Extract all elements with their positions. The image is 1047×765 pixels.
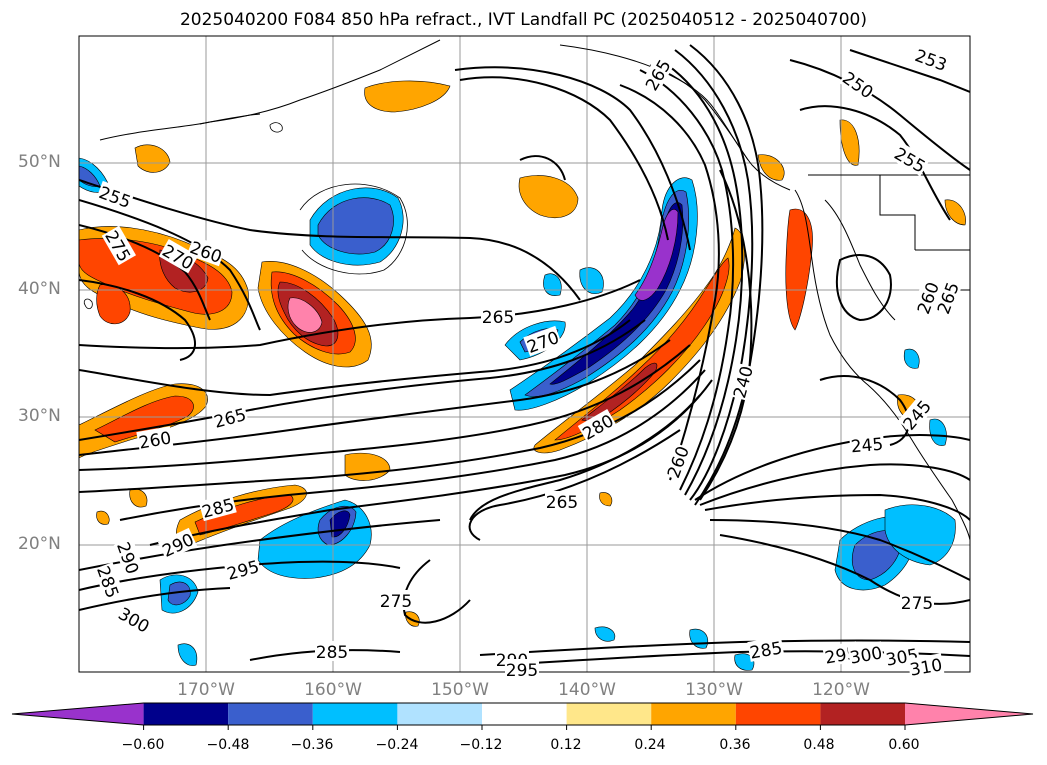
contour-label-bg <box>900 592 934 612</box>
contour-label-bg <box>223 554 262 584</box>
contour-label: 265 <box>546 493 578 513</box>
colorbar-tick-label: 0.24 <box>634 737 666 753</box>
lon-label: 150°W <box>431 680 489 700</box>
contour-label-bg <box>545 491 579 511</box>
lat-label: 20°N <box>18 534 61 554</box>
colorbar-swatch <box>482 703 567 725</box>
contour-label-bg <box>95 180 135 212</box>
colorbar-tick-label: 0.60 <box>888 737 920 753</box>
contour-label-bg <box>747 636 785 662</box>
contour-label-bg <box>911 43 951 75</box>
lon-label: 120°W <box>812 680 870 700</box>
contour-label-bg <box>907 653 945 679</box>
colorbar-tick-label: −0.24 <box>375 737 419 753</box>
colorbar-tick-label: −0.48 <box>206 737 250 753</box>
colorbar-extend-min <box>12 703 144 725</box>
colorbar <box>11 702 1034 730</box>
lon-label: 140°W <box>558 680 616 700</box>
contour-label-bg <box>847 641 885 667</box>
colorbar-tick-label: 0.48 <box>803 737 835 753</box>
contour-label-bg <box>481 306 515 326</box>
contour-label-bg <box>198 492 237 522</box>
colorbar-swatch <box>397 703 482 725</box>
colorbar-tick-label: 0.12 <box>550 737 582 753</box>
colorbar-swatch <box>312 703 398 725</box>
contour-label-bg <box>210 402 249 432</box>
contour-lines <box>79 44 970 666</box>
contour-label: 275 <box>901 594 933 614</box>
contour-label-bg <box>890 141 931 177</box>
contour-label-bg <box>101 225 137 266</box>
lat-label: 40°N <box>18 279 61 299</box>
contour-label-bg <box>136 426 174 452</box>
contour-label: 285 <box>316 643 348 663</box>
colorbar-extend-max <box>905 703 1033 725</box>
contour-label-bg <box>157 527 198 561</box>
contour-label-bg <box>577 408 618 444</box>
contour-label: 275 <box>380 592 412 612</box>
lat-label: 30°N <box>18 406 61 426</box>
colorbar-swatch <box>228 703 313 725</box>
colorbar-swatch <box>735 703 821 725</box>
colorbar-tick-label: −0.36 <box>290 737 334 753</box>
contour-label-bg <box>315 641 349 661</box>
contour-label-bg <box>158 238 199 274</box>
contour-label-bg <box>838 66 879 103</box>
contour-label-bg <box>911 278 943 318</box>
colorbar-tick-label: 0.36 <box>719 737 751 753</box>
lon-label: 170°W <box>177 680 235 700</box>
colorbar-swatch <box>651 703 736 725</box>
contour-label-bg <box>897 394 935 434</box>
colorbar-swatch <box>143 703 229 725</box>
contour-label: 265 <box>482 308 514 328</box>
lon-label: 130°W <box>685 680 743 700</box>
lon-label: 160°W <box>304 680 362 700</box>
contour-label-bg <box>523 325 563 357</box>
colorbar-swatch <box>566 703 652 725</box>
contour-label-bg <box>93 562 125 602</box>
contour-label: 295 <box>506 661 538 681</box>
colorbar-swatch <box>820 703 905 725</box>
contour-label-bg <box>727 362 757 401</box>
lat-label: 50°N <box>18 152 61 172</box>
colorbar-tick-label: −0.12 <box>459 737 503 753</box>
contour-label-bg <box>661 442 693 482</box>
contour-label-bg <box>639 54 675 95</box>
contour-label-bg <box>931 278 963 318</box>
outline-contours <box>83 122 408 310</box>
contour-label-bg <box>505 659 539 679</box>
contour-label-bg <box>114 601 155 637</box>
map-title: 2025040200 F084 850 hPa refract., IVT La… <box>179 10 867 30</box>
contour-label-bg <box>379 590 413 610</box>
contour-label: 310 <box>908 655 943 680</box>
contour-label: 245 <box>850 435 884 458</box>
contour-label-bg <box>113 538 145 578</box>
contour-label-bg <box>849 432 885 456</box>
colorbar-tick-label: −0.60 <box>121 737 165 753</box>
contour-label-bg <box>186 235 226 267</box>
